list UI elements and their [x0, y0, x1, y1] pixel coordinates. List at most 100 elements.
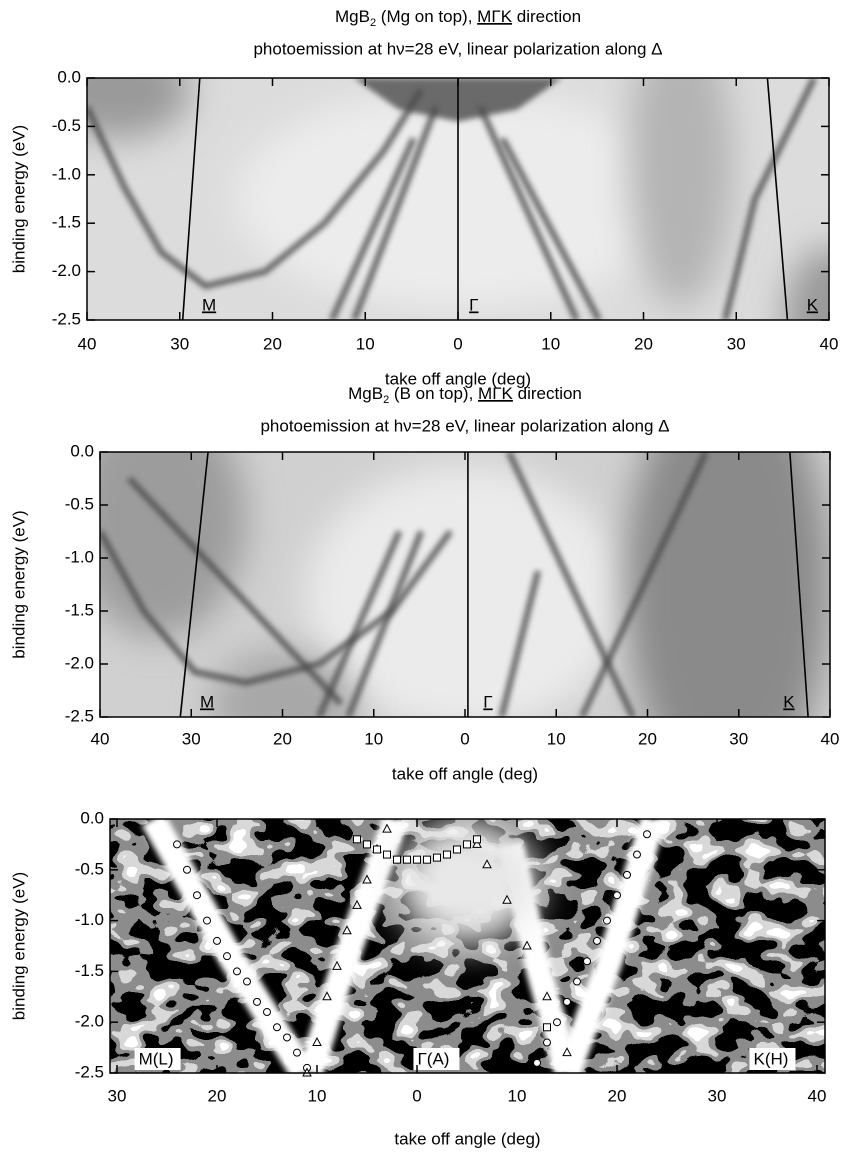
plot-area	[87, 78, 829, 320]
x-tick-label: 20	[263, 334, 282, 353]
data-point	[383, 850, 391, 859]
annotation: K(H)	[754, 1049, 789, 1068]
data-point	[573, 977, 581, 986]
y-tick-label: -0.5	[75, 859, 104, 878]
band	[498, 570, 541, 717]
data-point	[542, 991, 552, 1001]
data-point	[562, 1047, 572, 1057]
band	[579, 452, 709, 717]
x-tick-label: 0	[460, 729, 469, 748]
x-tick-label: 30	[729, 729, 748, 748]
x-tick-label: 20	[273, 729, 292, 748]
data-point	[463, 840, 471, 849]
x-tick-label: 40	[808, 1086, 827, 1105]
title-text: MgB	[335, 7, 370, 26]
shade	[396, 819, 539, 946]
data-point	[593, 936, 601, 945]
x-tick-label: 30	[708, 1086, 727, 1105]
title-direction: MΓK	[477, 7, 513, 26]
zone-line	[181, 78, 201, 320]
title-text: MgB	[348, 384, 383, 403]
y-tick-label: -1.0	[65, 547, 94, 566]
title-subscript: 2	[383, 394, 389, 406]
data-point	[373, 845, 381, 854]
x-tick-label: 10	[547, 729, 566, 748]
chart-title: MgB2 (B on top), MΓK direction	[348, 384, 582, 405]
title-text: direction	[513, 384, 582, 403]
data-point	[543, 1038, 551, 1047]
y-tick-label: -2.0	[75, 1012, 104, 1031]
band	[499, 137, 602, 320]
data-point	[263, 1008, 271, 1017]
annotation: K	[807, 295, 819, 314]
data-point	[553, 1018, 561, 1027]
data-point	[413, 855, 421, 864]
plot-frame	[109, 818, 826, 1074]
band	[87, 88, 424, 290]
title-subscript: 2	[370, 17, 376, 29]
data-point	[543, 1023, 551, 1032]
y-tick-label: -1.5	[65, 600, 94, 619]
y-tick-label: -1.5	[52, 213, 81, 232]
data-point	[223, 952, 231, 961]
band	[351, 105, 439, 320]
data-point	[173, 840, 181, 849]
shade	[628, 78, 733, 308]
annotation: Γ	[469, 295, 478, 314]
data-point	[563, 997, 571, 1006]
data-point	[603, 916, 611, 925]
x-tick-label: 20	[638, 729, 657, 748]
chart-subtitle: photoemission at hν=28 eV, linear polari…	[260, 416, 669, 435]
data-point	[633, 850, 641, 859]
x-tick-label: 40	[821, 729, 840, 748]
x-axis-label: take off angle (deg)	[392, 764, 538, 783]
zone-line	[789, 452, 809, 717]
x-tick-label: 10	[508, 1086, 527, 1105]
band	[329, 137, 417, 320]
shade	[784, 247, 829, 320]
title-direction: MΓK	[478, 384, 514, 403]
x-tick-label: 10	[308, 1086, 327, 1105]
shade	[209, 650, 356, 717]
x-tick-label: 30	[108, 1086, 127, 1105]
title-text: (Mg on top),	[376, 7, 477, 26]
band	[127, 476, 344, 706]
data-point	[283, 1033, 291, 1042]
data-point	[472, 838, 482, 848]
data-point	[473, 835, 481, 844]
data-point	[623, 870, 631, 879]
data-point	[233, 967, 241, 976]
band	[506, 452, 636, 717]
data-point	[362, 874, 372, 884]
x-tick-label: 30	[727, 334, 746, 353]
y-tick-label: -0.5	[52, 116, 81, 135]
data-point	[183, 865, 191, 874]
y-axis-label: binding energy (eV)	[9, 872, 28, 1020]
x-tick-label: 0	[412, 1086, 421, 1105]
y-tick-label: -1.0	[75, 910, 104, 929]
data-point	[643, 830, 651, 839]
x-tick-label: 20	[608, 1086, 627, 1105]
data-point	[403, 855, 411, 864]
data-point	[453, 845, 461, 854]
band	[477, 105, 580, 320]
data-point	[253, 997, 261, 1006]
data-point	[433, 853, 441, 862]
x-tick-label: 10	[541, 334, 560, 353]
data-point	[583, 957, 591, 966]
data-point	[322, 991, 332, 1001]
data-point	[423, 855, 431, 864]
x-tick-label: 10	[364, 729, 383, 748]
band	[316, 530, 403, 717]
data-point	[382, 823, 392, 833]
y-tick-label: -2.5	[52, 309, 81, 328]
x-tick-label: 0	[453, 334, 462, 353]
data-point	[312, 1036, 322, 1047]
y-tick-label: -1.5	[75, 961, 104, 980]
title-text: direction	[512, 7, 581, 26]
y-tick-label: 0.0	[80, 808, 104, 827]
x-tick-label: 30	[170, 334, 189, 353]
data-point	[273, 1023, 281, 1032]
x-tick-label: 20	[634, 334, 653, 353]
band	[345, 530, 424, 717]
